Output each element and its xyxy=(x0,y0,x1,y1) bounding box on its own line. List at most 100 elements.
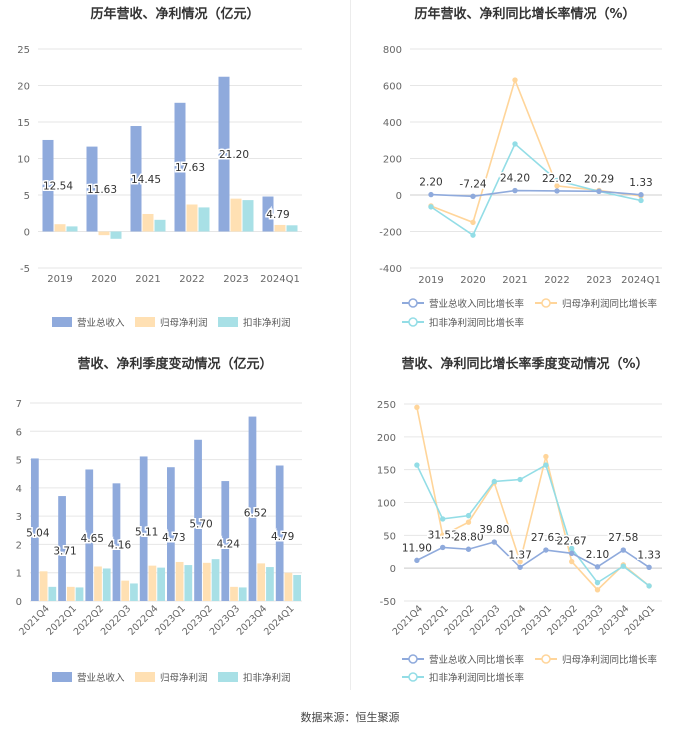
bar-net-profit xyxy=(175,561,184,601)
data-label: 21.20 xyxy=(219,149,249,161)
data-label: 4.16 xyxy=(108,540,132,552)
bar-revenue xyxy=(86,146,98,232)
bar-net-profit xyxy=(98,231,110,236)
data-label: 2.10 xyxy=(586,549,609,561)
legend-swatch xyxy=(135,672,155,682)
quarterly-growth-line-chart-svg: 营收、净利同比增长率季度变动情况（%）-50050100150200250202… xyxy=(377,356,662,684)
bar-deducted-profit xyxy=(238,587,247,601)
point-net-profit xyxy=(512,77,518,83)
bar-revenue xyxy=(167,467,175,601)
point-revenue xyxy=(596,188,602,194)
y-tick-label: 4 xyxy=(16,484,22,495)
y-tick-label: 600 xyxy=(383,82,402,93)
bar-net-profit xyxy=(54,224,66,232)
data-label: 3.71 xyxy=(53,546,76,558)
legend-label: 营业总收入 xyxy=(77,672,125,684)
point-net-profit xyxy=(543,453,549,460)
series-line-net-profit xyxy=(430,77,642,224)
data-label: 4.79 xyxy=(271,531,294,543)
bar-net-profit xyxy=(121,580,130,601)
legend-swatch xyxy=(218,317,238,327)
data-label: 1.37 xyxy=(508,549,531,561)
quarterly-growth-line-chart: 营收、净利同比增长率季度变动情况（%） -50 0 50 100 150 200 250 202… xyxy=(350,350,700,710)
legend-marker xyxy=(408,298,418,308)
y-tick-label: 20 xyxy=(17,82,30,93)
bar-revenue xyxy=(275,465,284,601)
legend-label: 归母净利润 xyxy=(160,317,208,329)
point-deducted-profit xyxy=(638,197,644,204)
y-tick-label: 50 xyxy=(383,531,396,542)
legend-label: 归母净利润同比增长率 xyxy=(562,298,658,310)
point-net-profit xyxy=(470,219,476,226)
source-label: 数据来源：恒生聚源 xyxy=(300,711,400,724)
bar-revenue xyxy=(221,481,230,601)
bar-net-profit xyxy=(148,565,157,601)
y-tick-label: 0 xyxy=(396,191,402,202)
point-deducted-profit xyxy=(620,563,626,569)
data-label: 5.11 xyxy=(135,527,158,539)
data-label: 24.20 xyxy=(500,173,530,185)
x-tick-label: 2021 xyxy=(135,274,160,285)
data-label: 2.20 xyxy=(419,177,442,189)
data-label: -7.24 xyxy=(459,178,486,190)
data-label: 27.63 xyxy=(531,532,561,544)
point-net-profit xyxy=(569,558,575,565)
panel-divider xyxy=(350,0,351,690)
point-revenue xyxy=(440,544,446,551)
point-revenue xyxy=(554,188,560,194)
x-tick-label: 2020 xyxy=(91,274,116,285)
bar-revenue xyxy=(262,196,274,232)
chart-title: 历年营收、净利情况（亿元） xyxy=(90,6,259,22)
data-label: 27.58 xyxy=(608,532,638,544)
x-tick-label: 2021 xyxy=(502,275,527,286)
legend-label: 归母净利润同比增长率 xyxy=(562,654,658,666)
legend-swatch xyxy=(52,317,72,327)
data-label: 31.53 xyxy=(428,529,458,541)
point-deducted-profit xyxy=(414,462,420,468)
legend-swatch xyxy=(52,672,72,682)
bar-deducted-profit xyxy=(110,231,122,239)
y-tick-label: 0 xyxy=(16,597,22,608)
y-tick-label: 15 xyxy=(17,118,30,129)
point-revenue xyxy=(491,539,498,545)
point-net-profit xyxy=(414,404,420,410)
bar-deducted-profit xyxy=(157,567,165,601)
point-deducted-profit xyxy=(554,177,560,184)
y-tick-label: 5 xyxy=(24,191,30,202)
x-tick-label: 2023 xyxy=(223,274,248,285)
point-revenue xyxy=(620,547,626,553)
bar-deducted-profit xyxy=(75,587,84,601)
legend-swatch xyxy=(218,672,238,682)
data-label: 39.80 xyxy=(479,524,509,536)
point-deducted-profit xyxy=(470,232,476,238)
bar-net-profit xyxy=(202,562,211,601)
data-label: 4.65 xyxy=(81,533,104,545)
annual-bar-chart: 历年营收、净利情况（亿元） -5 0 5 10 15 20 25 2019 12.54 2020 11… xyxy=(0,0,350,360)
y-tick-label: 5 xyxy=(16,456,22,467)
y-tick-label: 800 xyxy=(383,45,402,56)
point-revenue xyxy=(414,557,420,564)
y-tick-label: 1 xyxy=(16,569,22,580)
quarterly-bar-chart-svg: 营收、净利季度变动情况（亿元）012345672021Q45.042022Q13… xyxy=(16,356,302,684)
point-deducted-profit xyxy=(428,204,434,210)
y-tick-label: 150 xyxy=(377,466,396,477)
y-tick-label: 7 xyxy=(16,399,22,410)
annual-growth-line-chart: 历年营收、净利同比增长率情况（%） -400 -200 0 200 400 600 800 20… xyxy=(350,0,700,360)
bar-deducted-profit xyxy=(102,568,111,601)
quarterly-bar-chart: 营收、净利季度变动情况（亿元） 0 1 2 3 4 5 6 7 2021Q4 5.04 2022Q1 3… xyxy=(0,350,350,710)
series-line-revenue xyxy=(430,189,642,198)
data-label: 11.63 xyxy=(87,184,117,196)
bar-deducted-profit xyxy=(266,567,274,601)
x-tick-label: 2022 xyxy=(179,274,204,285)
point-deducted-profit xyxy=(440,516,446,522)
point-net-profit xyxy=(554,183,560,189)
bar-net-profit xyxy=(230,198,242,232)
bar-revenue xyxy=(130,126,142,232)
point-revenue xyxy=(594,564,601,570)
y-tick-label: 100 xyxy=(377,499,396,510)
bar-revenue xyxy=(42,139,54,232)
series-line-deducted-profit xyxy=(430,142,642,237)
annual-bar-chart-svg: 历年营收、净利情况（亿元） -5 0 5 10 15 20 25 2019 12.54 2020 11… xyxy=(17,6,302,329)
y-tick-label: 250 xyxy=(377,400,396,411)
legend-label: 营业总收入同比增长率 xyxy=(429,298,525,310)
